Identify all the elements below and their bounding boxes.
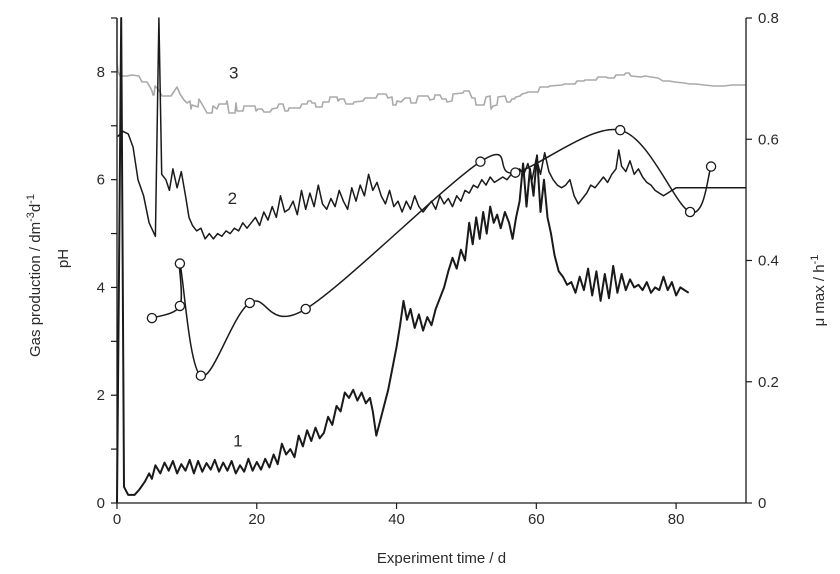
y-right-axis-title: μ max / h-1 <box>809 255 828 327</box>
y-right-tick-label: 0.4 <box>758 253 779 270</box>
y-left-tick-label: 8 <box>97 64 105 81</box>
y-right-tick-label: 0.6 <box>758 131 779 148</box>
series-mu-max-point <box>614 124 626 136</box>
y-left-tick-label: 0 <box>97 495 105 512</box>
series-layer <box>116 17 746 504</box>
axes-layer <box>111 17 752 509</box>
y-left-second-axis-title: pH <box>55 249 72 268</box>
x-axis-title: Experiment time / d <box>377 550 506 567</box>
y-right-axis-title-exp: -1 <box>809 255 821 265</box>
series-1-label: 1 <box>233 431 242 450</box>
series-3-label: 3 <box>229 63 238 82</box>
series-mu-max-point <box>475 156 486 167</box>
series-mu-max-point <box>705 161 717 172</box>
series-mu-max-point <box>146 312 158 324</box>
series-mu-max-point <box>195 370 207 381</box>
x-tick-label: 80 <box>668 511 685 528</box>
y-right-tick-label: 0.2 <box>758 374 779 391</box>
series-3-line <box>116 18 746 114</box>
x-tick-label: 20 <box>248 511 265 528</box>
y-right-axis-title-text: μ max / h <box>811 264 828 326</box>
y-left-axis-title-unit: d <box>27 204 44 212</box>
y-left-axis-title-text: Gas production / dm <box>27 222 44 357</box>
series-mu-max-point <box>244 297 256 309</box>
y-left-tick-label: 6 <box>97 172 105 189</box>
series-mu-max-point <box>510 167 521 178</box>
x-tick-label: 40 <box>388 511 405 528</box>
y-right-tick-label: 0 <box>758 495 766 512</box>
series-mu-max-point <box>174 300 186 312</box>
y-left-axis-title-exp1: -3 <box>25 212 37 222</box>
series-mu-max-point <box>684 206 696 218</box>
y-left-tick-label: 4 <box>97 279 105 296</box>
series-2-label: 2 <box>228 189 237 208</box>
series-mu-max-point <box>300 303 311 315</box>
series-1-line <box>116 17 690 504</box>
x-tick-label: 0 <box>113 511 121 528</box>
x-tick-label: 60 <box>528 511 545 528</box>
series-2-line <box>117 17 746 240</box>
series-mu-max-point <box>174 258 186 269</box>
y-left-axis-title-exp2: -1 <box>25 194 37 204</box>
y-right-tick-label: 0.8 <box>758 10 779 27</box>
y-left-tick-label: 2 <box>97 387 105 404</box>
y-left-axis-title: Gas production / dm-3d-1 <box>25 194 44 357</box>
